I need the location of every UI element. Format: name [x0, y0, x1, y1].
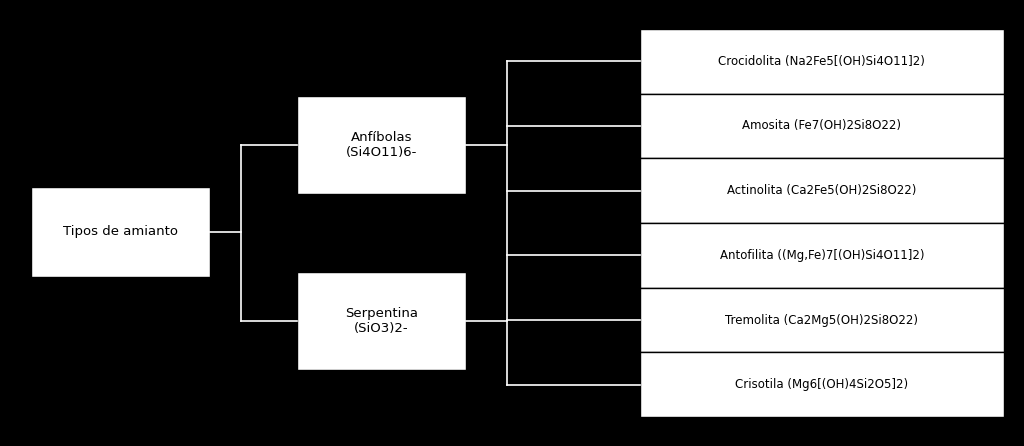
Text: Serpentina
(SiO3)2-: Serpentina (SiO3)2- [345, 307, 418, 335]
FancyBboxPatch shape [640, 158, 1004, 223]
FancyBboxPatch shape [640, 352, 1004, 417]
Text: Crisotila (Mg6[(OH)4Si2O5]2): Crisotila (Mg6[(OH)4Si2O5]2) [735, 378, 908, 391]
FancyBboxPatch shape [31, 187, 210, 277]
Text: Actinolita (Ca2Fe5(OH)2Si8O22): Actinolita (Ca2Fe5(OH)2Si8O22) [727, 184, 916, 197]
FancyBboxPatch shape [297, 272, 466, 370]
Text: Crocidolita (Na2Fe5[(OH)Si4O11]2): Crocidolita (Na2Fe5[(OH)Si4O11]2) [718, 55, 926, 68]
Text: Anfíbolas
(Si4O11)6-: Anfíbolas (Si4O11)6- [346, 131, 417, 159]
Text: Amosita (Fe7(OH)2Si8O22): Amosita (Fe7(OH)2Si8O22) [742, 120, 901, 132]
FancyBboxPatch shape [640, 29, 1004, 94]
Text: Tipos de amianto: Tipos de amianto [62, 225, 178, 239]
FancyBboxPatch shape [640, 94, 1004, 158]
FancyBboxPatch shape [297, 96, 466, 194]
FancyBboxPatch shape [640, 223, 1004, 288]
Text: Tremolita (Ca2Mg5(OH)2Si8O22): Tremolita (Ca2Mg5(OH)2Si8O22) [725, 314, 919, 326]
Text: Antofilita ((Mg,Fe)7[(OH)Si4O11]2): Antofilita ((Mg,Fe)7[(OH)Si4O11]2) [720, 249, 924, 262]
FancyBboxPatch shape [640, 288, 1004, 352]
